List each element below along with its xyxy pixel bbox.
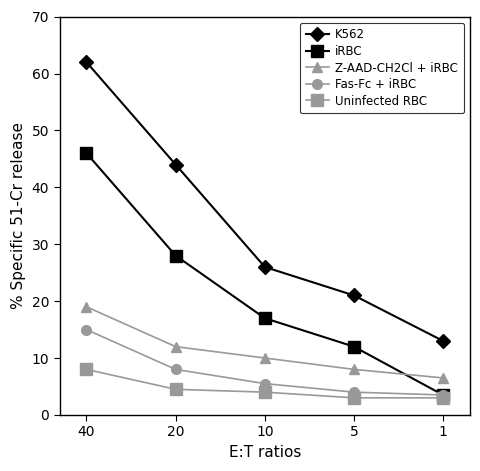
iRBC: [262, 316, 267, 321]
Z-AAD-CH2Cl + iRBC: [262, 355, 267, 361]
Uninfected RBC: [172, 387, 178, 392]
K562: [84, 59, 89, 65]
Line: K562: K562: [82, 57, 447, 346]
Line: Uninfected RBC: Uninfected RBC: [81, 364, 448, 403]
Legend: K562, iRBC, Z-AAD-CH2Cl + iRBC, Fas-Fc + iRBC, Uninfected RBC: K562, iRBC, Z-AAD-CH2Cl + iRBC, Fas-Fc +…: [299, 23, 463, 114]
iRBC: [172, 253, 178, 259]
Line: Z-AAD-CH2Cl + iRBC: Z-AAD-CH2Cl + iRBC: [82, 302, 447, 383]
Uninfected RBC: [84, 366, 89, 372]
Line: Fas-Fc + iRBC: Fas-Fc + iRBC: [82, 325, 447, 400]
K562: [262, 264, 267, 270]
Line: iRBC: iRBC: [81, 147, 448, 400]
iRBC: [84, 150, 89, 156]
Z-AAD-CH2Cl + iRBC: [84, 304, 89, 309]
Fas-Fc + iRBC: [262, 381, 267, 386]
K562: [439, 338, 445, 344]
Uninfected RBC: [262, 390, 267, 395]
iRBC: [439, 392, 445, 398]
Z-AAD-CH2Cl + iRBC: [350, 366, 356, 372]
Uninfected RBC: [439, 395, 445, 401]
Z-AAD-CH2Cl + iRBC: [439, 375, 445, 381]
Uninfected RBC: [350, 395, 356, 401]
Fas-Fc + iRBC: [350, 390, 356, 395]
Fas-Fc + iRBC: [439, 392, 445, 398]
Fas-Fc + iRBC: [84, 327, 89, 333]
K562: [350, 292, 356, 298]
Z-AAD-CH2Cl + iRBC: [172, 344, 178, 349]
Fas-Fc + iRBC: [172, 366, 178, 372]
Y-axis label: % Specific 51-Cr release: % Specific 51-Cr release: [11, 122, 26, 309]
K562: [172, 162, 178, 167]
iRBC: [350, 344, 356, 349]
X-axis label: E:T ratios: E:T ratios: [228, 445, 300, 460]
